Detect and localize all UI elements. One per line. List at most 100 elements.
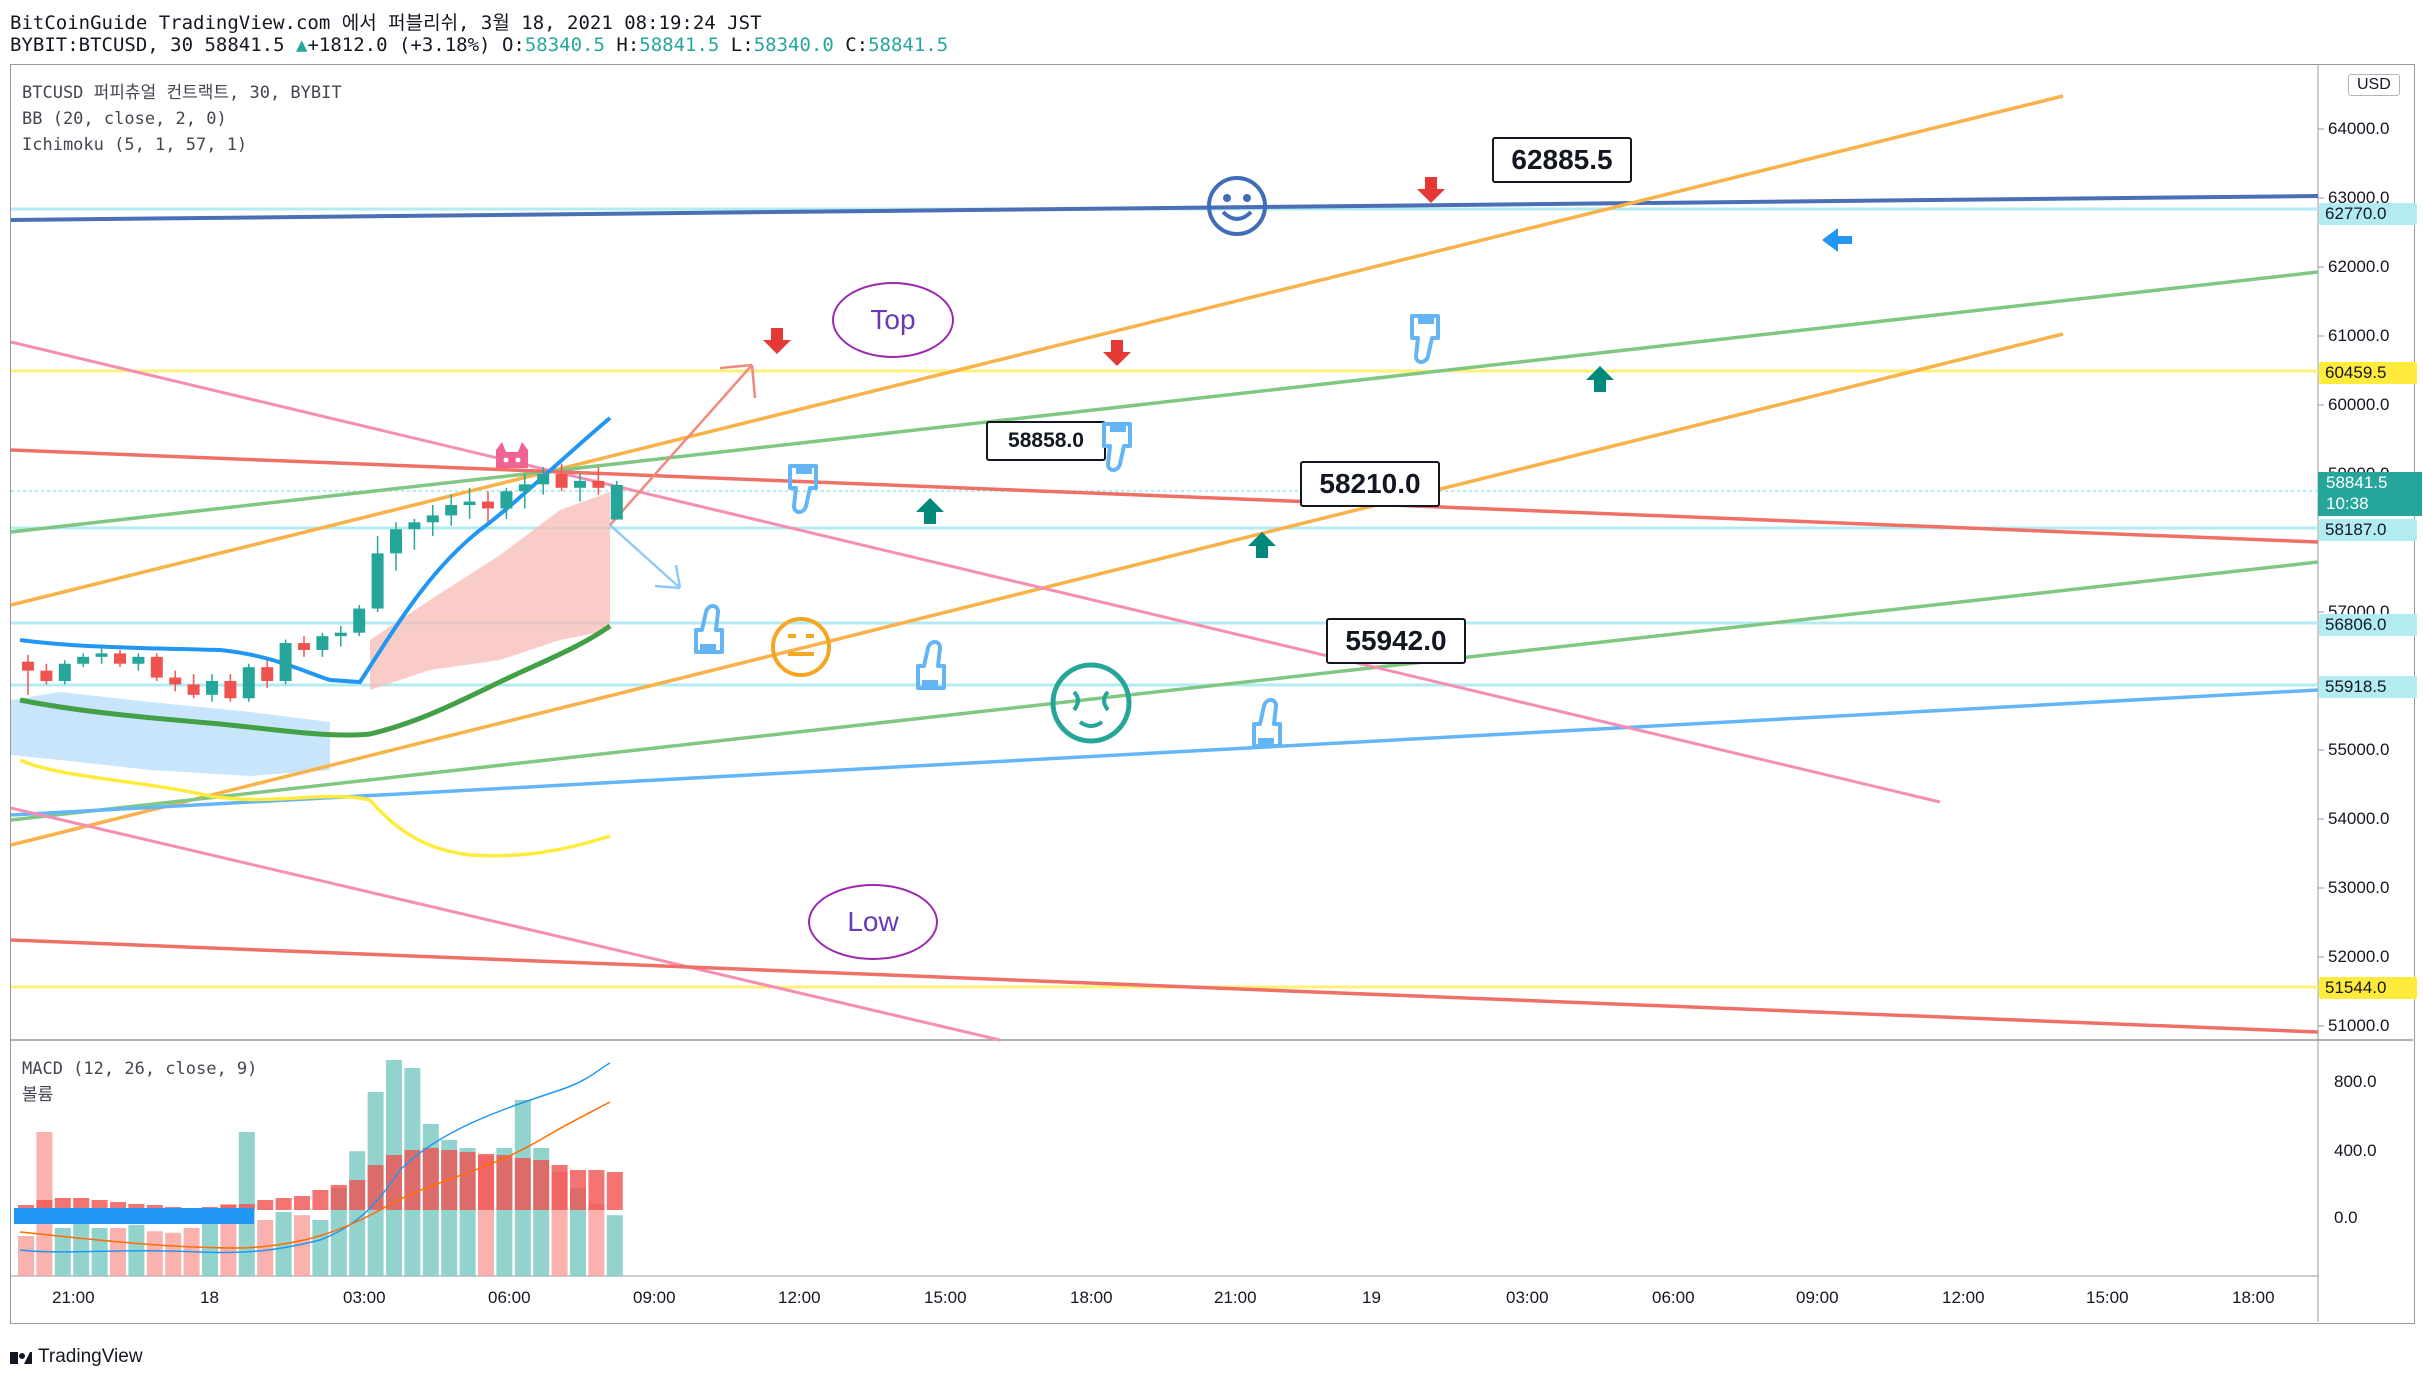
open-value: 58340.5 xyxy=(524,34,605,56)
candle-body xyxy=(169,677,182,685)
candle-body xyxy=(95,653,108,657)
candle-body xyxy=(500,491,513,509)
price-callout-62885[interactable]: 62885.5 xyxy=(1492,137,1632,183)
macd-bar xyxy=(386,1155,402,1210)
macd-bar xyxy=(570,1170,586,1210)
price-tick-label: 63000.0 xyxy=(2328,188,2390,207)
volume-bar xyxy=(257,1220,274,1276)
low-speech-bubble[interactable]: Low xyxy=(808,884,938,960)
time-tick-label: 18 xyxy=(200,1288,219,1307)
symbol-label: BYBIT:BTCUSD, 30 xyxy=(10,34,194,56)
macd-bar xyxy=(238,1204,255,1210)
pointing-hand-icon-6[interactable] xyxy=(1236,686,1290,750)
macd-bar xyxy=(514,1158,531,1210)
arrow-down-2 xyxy=(763,328,791,354)
price-level-tag: 62770.0 xyxy=(2319,202,2417,225)
trendline-orange-lower xyxy=(10,332,2064,847)
trendline-green-lower xyxy=(10,560,2319,822)
currency-button[interactable]: USD xyxy=(2348,74,2400,96)
candle-body xyxy=(150,656,163,678)
candle-body xyxy=(555,474,568,488)
trendline-pink-lower xyxy=(10,806,1001,1042)
price-level-tag: 51544.0 xyxy=(2319,977,2417,1000)
candle-body xyxy=(463,501,476,506)
dizzy-face-icon[interactable] xyxy=(1048,660,1134,746)
candle-body xyxy=(353,608,366,633)
macd-signal-line xyxy=(19,1101,611,1249)
candle-body xyxy=(426,515,439,523)
macd-bar xyxy=(54,1198,71,1210)
macd-bar xyxy=(551,1165,568,1210)
candle-body xyxy=(242,667,255,699)
macd-bar xyxy=(18,1205,34,1210)
price-tick-label: 51000.0 xyxy=(2328,1016,2390,1035)
candle-body xyxy=(390,529,402,554)
neutral-face-icon[interactable] xyxy=(768,614,834,680)
macd-bar xyxy=(275,1198,292,1210)
time-tick-label: 18:00 xyxy=(1070,1288,1113,1307)
candle-body xyxy=(114,653,126,664)
price-callout-58858[interactable]: 58858.0 xyxy=(986,421,1106,461)
macd-bar xyxy=(36,1200,53,1210)
macd-bar xyxy=(220,1205,237,1210)
tradingview-logo[interactable]: TradingView xyxy=(10,1346,143,1368)
candle-body xyxy=(371,553,384,609)
up-triangle-icon: ▲ xyxy=(296,34,308,56)
volume-bar xyxy=(18,1236,34,1276)
time-tick-label: 15:00 xyxy=(2086,1288,2129,1307)
macd-bar xyxy=(257,1200,274,1210)
ohlc-status-bar: BYBIT:BTCUSD, 30 58841.5 ▲+1812.0 (+3.18… xyxy=(10,34,948,56)
pointing-hand-icon-1[interactable] xyxy=(780,462,834,526)
macd-bar xyxy=(422,1148,439,1210)
candle-body xyxy=(187,684,200,695)
macd-bar xyxy=(496,1155,513,1210)
open-label: O: xyxy=(501,34,525,56)
volume-bar xyxy=(73,1220,90,1276)
volume-bar xyxy=(312,1220,329,1276)
price-level-tag: 56806.0 xyxy=(2319,614,2417,637)
ichimoku-legend: Ichimoku (5, 1, 57, 1) xyxy=(22,135,248,155)
high-value: 58841.5 xyxy=(639,34,720,56)
volume-bar xyxy=(588,1204,605,1276)
candle-body xyxy=(298,643,310,650)
time-tick-label: 03:00 xyxy=(343,1288,386,1307)
candle-body xyxy=(58,663,71,681)
macd-bar xyxy=(294,1196,310,1210)
trendline-green-upper xyxy=(10,270,2319,534)
volume-legend: 볼륨 xyxy=(22,1085,54,1105)
candle-body xyxy=(574,480,586,488)
pointing-hand-icon-2[interactable] xyxy=(1094,420,1148,484)
chart-publish-info: BitCoinGuide TradingView.com 에서 퍼블리쉬, 3월… xyxy=(10,12,762,34)
bb-legend: BB (20, close, 2, 0) xyxy=(22,109,227,129)
bar-countdown: 10:38 xyxy=(2326,494,2369,513)
pointing-hand-icon-5[interactable] xyxy=(900,628,954,692)
macd-bar xyxy=(533,1160,550,1210)
candle-body xyxy=(279,643,292,681)
ichimoku-conversion-line xyxy=(19,416,612,685)
price-tick-label: 52000.0 xyxy=(2328,947,2390,966)
ichimoku-baseline xyxy=(19,623,612,738)
close-label: C: xyxy=(845,34,869,56)
macd-bar xyxy=(588,1170,605,1210)
high-label: H: xyxy=(616,34,640,56)
macd-bar xyxy=(91,1200,108,1210)
candle-body xyxy=(518,484,531,492)
arrow-up-2 xyxy=(1248,532,1276,558)
price-callout-55942[interactable]: 55942.0 xyxy=(1326,618,1466,664)
pointing-hand-icon-3[interactable] xyxy=(1402,312,1456,376)
forecast-arrow-up xyxy=(609,363,757,526)
current-price-tag: 58841.5 10:38 xyxy=(2318,472,2422,516)
volume-bar xyxy=(146,1231,163,1276)
smile-face-icon[interactable] xyxy=(1205,174,1269,238)
macd-tick-label: 400.0 xyxy=(2334,1141,2377,1160)
candle-body xyxy=(261,667,274,681)
pointing-hand-icon-4[interactable] xyxy=(678,592,732,656)
candle-body xyxy=(445,505,458,516)
time-tick-label: 09:00 xyxy=(633,1288,676,1307)
top-speech-bubble[interactable]: Top xyxy=(832,282,954,358)
cat-face-icon xyxy=(496,442,528,468)
candle-body xyxy=(537,474,550,485)
price-callout-58210[interactable]: 58210.0 xyxy=(1300,461,1440,507)
time-tick-label: 21:00 xyxy=(1214,1288,1257,1307)
